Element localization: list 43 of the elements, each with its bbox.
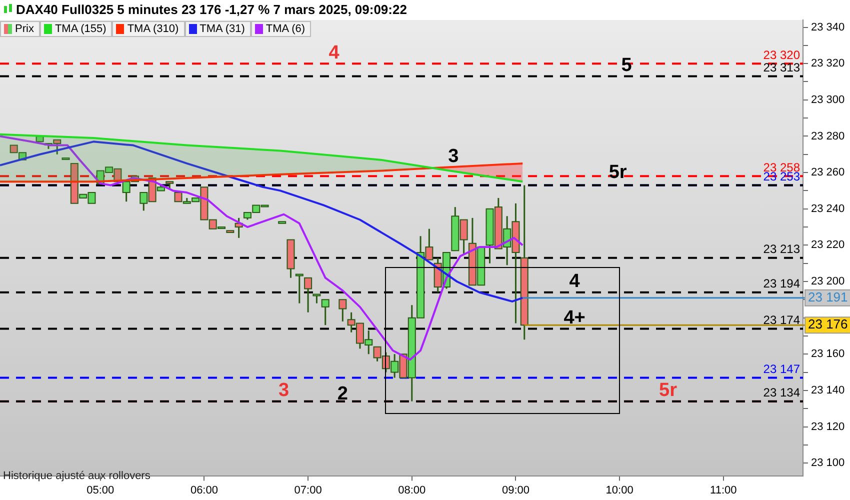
y-tick-label: 23 160 — [811, 348, 845, 360]
x-tick-label: 10:00 — [606, 484, 634, 496]
ref-line-label: 23 320 — [763, 48, 800, 62]
y-tick-label: 23 120 — [811, 420, 845, 433]
annotation: Historique ajusté aux rollovers — [3, 470, 150, 482]
ref-line-label: 23 313 — [763, 60, 800, 75]
ref-line-label: 23 134 — [763, 386, 800, 400]
annotation: 3 — [448, 146, 459, 167]
y-tick-label: 23 280 — [811, 130, 845, 142]
y-tick-label: 23 340 — [811, 21, 845, 34]
y-tick-label: 23 140 — [811, 384, 845, 396]
legend-label: TMA (310) — [127, 23, 179, 35]
annotation: 23 191 — [808, 289, 848, 304]
y-tick-label: 23 200 — [811, 276, 845, 288]
annotation: 23 176 — [808, 316, 848, 332]
annotation: 5r — [608, 162, 628, 184]
x-tick-label: 11:00 — [710, 484, 737, 496]
annotation: 3 — [278, 380, 290, 402]
legend-label: TMA (155) — [54, 23, 106, 35]
annotation: 4 — [328, 42, 340, 64]
ref-line-label: 23 174 — [763, 313, 800, 328]
y-tick-label: 23 220 — [811, 239, 845, 252]
annotation: 4+ — [564, 307, 586, 328]
legend-label: Prix — [15, 23, 34, 35]
y-tick-label: 23 320 — [811, 58, 845, 70]
y-tick-label: 23 260 — [811, 166, 845, 179]
x-tick-label: 06:00 — [190, 484, 218, 496]
annotation: 5r — [659, 380, 678, 402]
y-tick-label: 23 240 — [811, 202, 845, 215]
y-tick-label: 23 300 — [811, 94, 845, 106]
x-tick-label: 05:00 — [86, 484, 114, 496]
annotation: 2 — [337, 384, 348, 405]
x-tick-label: 08:00 — [398, 484, 426, 496]
ref-line-label: 23 147 — [763, 362, 800, 376]
x-tick-label: 09:00 — [502, 484, 530, 496]
y-tick-label: 23 100 — [811, 457, 845, 470]
legend-label: TMA (6) — [266, 23, 306, 35]
legend-label: TMA (31) — [200, 23, 245, 35]
ref-line-label: 23 213 — [763, 242, 800, 256]
chart-title: DAX40 Full0325 5 minutes 23 176 -1,27 % 7 mars 2025, 09:09:22 — [16, 2, 407, 17]
annotation: 4 — [569, 271, 580, 292]
ref-line-label: 23 194 — [763, 276, 800, 291]
x-tick-label: 07:00 — [294, 484, 322, 496]
